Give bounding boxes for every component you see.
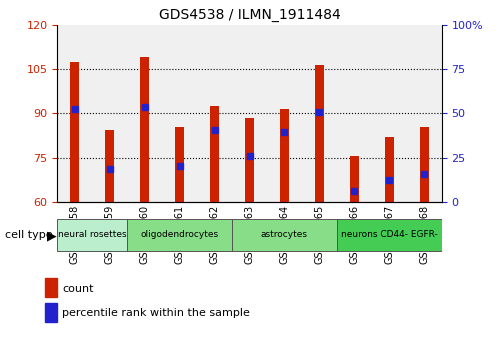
Text: neurons CD44- EGFR-: neurons CD44- EGFR- bbox=[341, 230, 438, 239]
Bar bbox=[140, 57, 149, 202]
Text: ▶: ▶ bbox=[47, 229, 57, 242]
Bar bbox=[245, 118, 254, 202]
Bar bbox=[315, 65, 324, 202]
Bar bbox=[350, 156, 359, 202]
Bar bbox=[280, 109, 289, 202]
Bar bbox=[175, 127, 184, 202]
Bar bbox=[105, 130, 114, 202]
Title: GDS4538 / ILMN_1911484: GDS4538 / ILMN_1911484 bbox=[159, 8, 340, 22]
Text: neural rosettes: neural rosettes bbox=[58, 230, 127, 239]
Bar bbox=[70, 62, 79, 202]
FancyBboxPatch shape bbox=[232, 219, 337, 251]
Text: astrocytes: astrocytes bbox=[261, 230, 308, 239]
FancyBboxPatch shape bbox=[127, 219, 232, 251]
FancyBboxPatch shape bbox=[337, 219, 442, 251]
Bar bbox=[385, 137, 394, 202]
Text: percentile rank within the sample: percentile rank within the sample bbox=[62, 308, 250, 318]
Text: cell type: cell type bbox=[5, 230, 52, 240]
Bar bbox=[210, 106, 219, 202]
Text: count: count bbox=[62, 284, 94, 293]
FancyBboxPatch shape bbox=[57, 219, 127, 251]
Text: oligodendrocytes: oligodendrocytes bbox=[141, 230, 219, 239]
Bar bbox=[420, 127, 429, 202]
